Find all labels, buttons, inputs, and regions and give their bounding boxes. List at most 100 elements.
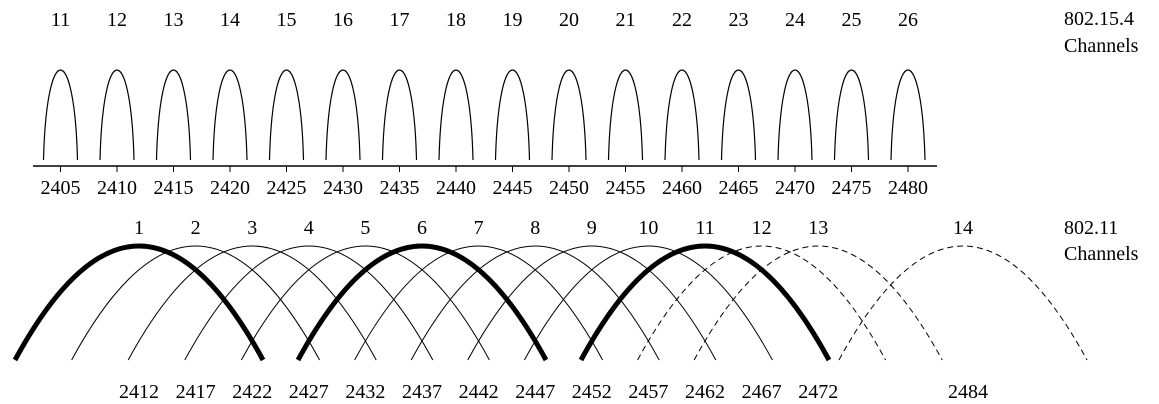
wifi-label-line2: Channels xyxy=(1064,243,1139,265)
zigbee-channel-number: 14 xyxy=(220,9,240,31)
zigbee-channel-curve xyxy=(494,69,531,161)
wifi-channel-curve xyxy=(578,243,832,362)
zigbee-channel-number: 16 xyxy=(333,9,353,31)
wifi-label-line1: 802.11 xyxy=(1064,217,1118,239)
zigbee-channel-freq: 2450 xyxy=(549,177,589,199)
wifi-channel-14: 14 xyxy=(838,217,1088,361)
wifi-channel-3: 3 xyxy=(127,217,377,361)
wifi-channel-number: 6 xyxy=(417,217,427,239)
wifi-channel-curve xyxy=(127,245,377,361)
zigbee-channels: 1124051224101324151424201524251624301724… xyxy=(41,9,929,199)
zigbee-channel-freq: 2475 xyxy=(832,177,872,199)
zigbee-channel-number: 23 xyxy=(729,9,749,31)
zigbee-channel-13: 13 2415 xyxy=(154,9,194,199)
wifi-freq-label: 2417 xyxy=(176,381,216,403)
zigbee-channel-number: 17 xyxy=(390,9,410,31)
zigbee-channel-curve xyxy=(438,69,474,161)
zigbee-label-line2: Channels xyxy=(1064,35,1139,57)
zigbee-channel-freq: 2460 xyxy=(662,177,702,199)
wifi-channel-13: 13 xyxy=(693,217,943,361)
wifi-freq-label: 2472 xyxy=(798,381,838,403)
wifi-freq-label: 2457 xyxy=(628,381,668,403)
wifi-channel-curve xyxy=(838,245,1088,361)
wifi-channel-12: 12 xyxy=(637,217,887,361)
zigbee-channel-21: 21 2455 xyxy=(606,9,646,199)
zigbee-channel-curve xyxy=(325,69,361,161)
zigbee-channel-20: 20 2450 xyxy=(549,9,589,199)
wifi-freq-label: 2422 xyxy=(232,381,272,403)
wifi-channel-number: 13 xyxy=(808,217,828,239)
zigbee-channel-23: 23 2465 xyxy=(719,9,759,199)
wifi-freq-label: 2432 xyxy=(345,381,385,403)
zigbee-channel-22: 22 2460 xyxy=(662,9,702,199)
zigbee-channel-curve xyxy=(212,69,248,161)
wifi-channel-number: 9 xyxy=(587,217,597,239)
wifi-channel-8: 8 xyxy=(410,217,660,361)
zigbee-channel-number: 25 xyxy=(842,9,862,31)
zigbee-channel-freq: 2415 xyxy=(154,177,194,199)
zigbee-channel-number: 12 xyxy=(107,9,127,31)
wifi-channel-number: 2 xyxy=(191,217,201,239)
wifi-channel-number: 3 xyxy=(247,217,257,239)
zigbee-channel-18: 18 2440 xyxy=(436,9,476,199)
wifi-channel-1: 1 xyxy=(12,217,266,362)
zigbee-channel-number: 15 xyxy=(277,9,297,31)
zigbee-channel-curve xyxy=(777,69,813,161)
wifi-channel-number: 14 xyxy=(953,217,973,239)
zigbee-channel-curve xyxy=(607,69,644,161)
wifi-channel-number: 5 xyxy=(360,217,370,239)
wifi-freq-label: 2442 xyxy=(459,381,499,403)
wifi-freq-label: 2467 xyxy=(742,381,782,403)
zigbee-channel-freq: 2430 xyxy=(323,177,363,199)
zigbee-channel-curve xyxy=(720,69,757,161)
wifi-channel-curve xyxy=(240,245,490,361)
zigbee-channel-25: 25 2475 xyxy=(832,9,872,199)
wifi-freq-label: 2462 xyxy=(685,381,725,403)
wifi-channel-9: 9 xyxy=(467,217,717,361)
zigbee-channel-number: 13 xyxy=(164,9,184,31)
wifi-channel-number: 11 xyxy=(695,217,714,239)
wifi-channel-curve xyxy=(523,245,773,361)
wifi-channel-11: 11 xyxy=(578,217,832,362)
wifi-channel-10: 10 xyxy=(523,217,773,361)
zigbee-channel-15: 15 2425 xyxy=(267,9,307,199)
wifi-channel-5: 5 xyxy=(240,217,490,361)
wifi-freq-label: 2484 xyxy=(948,381,988,403)
zigbee-channel-curve xyxy=(42,69,79,161)
zigbee-channel-curve xyxy=(664,69,700,161)
wifi-channel-7: 7 xyxy=(354,217,604,361)
zigbee-channel-number: 21 xyxy=(616,9,636,31)
zigbee-channel-freq: 2405 xyxy=(41,177,81,199)
zigbee-channel-number: 26 xyxy=(898,9,918,31)
zigbee-label-line1: 802.15.4 xyxy=(1064,8,1134,30)
wifi-channel-curve xyxy=(184,245,434,361)
wifi-freq-label: 2412 xyxy=(119,381,159,403)
zigbee-channel-number: 22 xyxy=(672,9,692,31)
zigbee-channel-number: 11 xyxy=(51,9,70,31)
zigbee-channel-curve xyxy=(551,69,587,161)
wifi-channel-curve xyxy=(693,245,943,361)
zigbee-channel-freq: 2425 xyxy=(267,177,307,199)
zigbee-channel-freq: 2420 xyxy=(210,177,250,199)
zigbee-channel-curve xyxy=(99,69,135,161)
zigbee-channel-17: 17 2435 xyxy=(380,9,420,199)
zigbee-channel-freq: 2470 xyxy=(775,177,815,199)
zigbee-channel-curve xyxy=(833,69,870,161)
zigbee-channel-freq: 2465 xyxy=(719,177,759,199)
wifi-channel-number: 12 xyxy=(752,217,772,239)
zigbee-channel-24: 24 2470 xyxy=(775,9,815,199)
wifi-channels: 1 2 3 4 5 6 7 8 9 10 11 12 13 14 xyxy=(12,217,1088,362)
wifi-channel-number: 10 xyxy=(638,217,658,239)
wifi-channel-curve xyxy=(637,245,887,361)
zigbee-channel-curve xyxy=(155,69,192,161)
zigbee-channel-26: 26 2480 xyxy=(888,9,928,199)
zigbee-channel-curve xyxy=(890,69,926,161)
zigbee-channel-freq: 2435 xyxy=(380,177,420,199)
zigbee-channel-number: 18 xyxy=(446,9,466,31)
wifi-freq-label: 2447 xyxy=(515,381,555,403)
wifi-channel-curve xyxy=(71,245,321,361)
wifi-channel-number: 1 xyxy=(134,217,144,239)
wifi-channel-number: 4 xyxy=(304,217,314,239)
zigbee-channel-number: 19 xyxy=(503,9,523,31)
